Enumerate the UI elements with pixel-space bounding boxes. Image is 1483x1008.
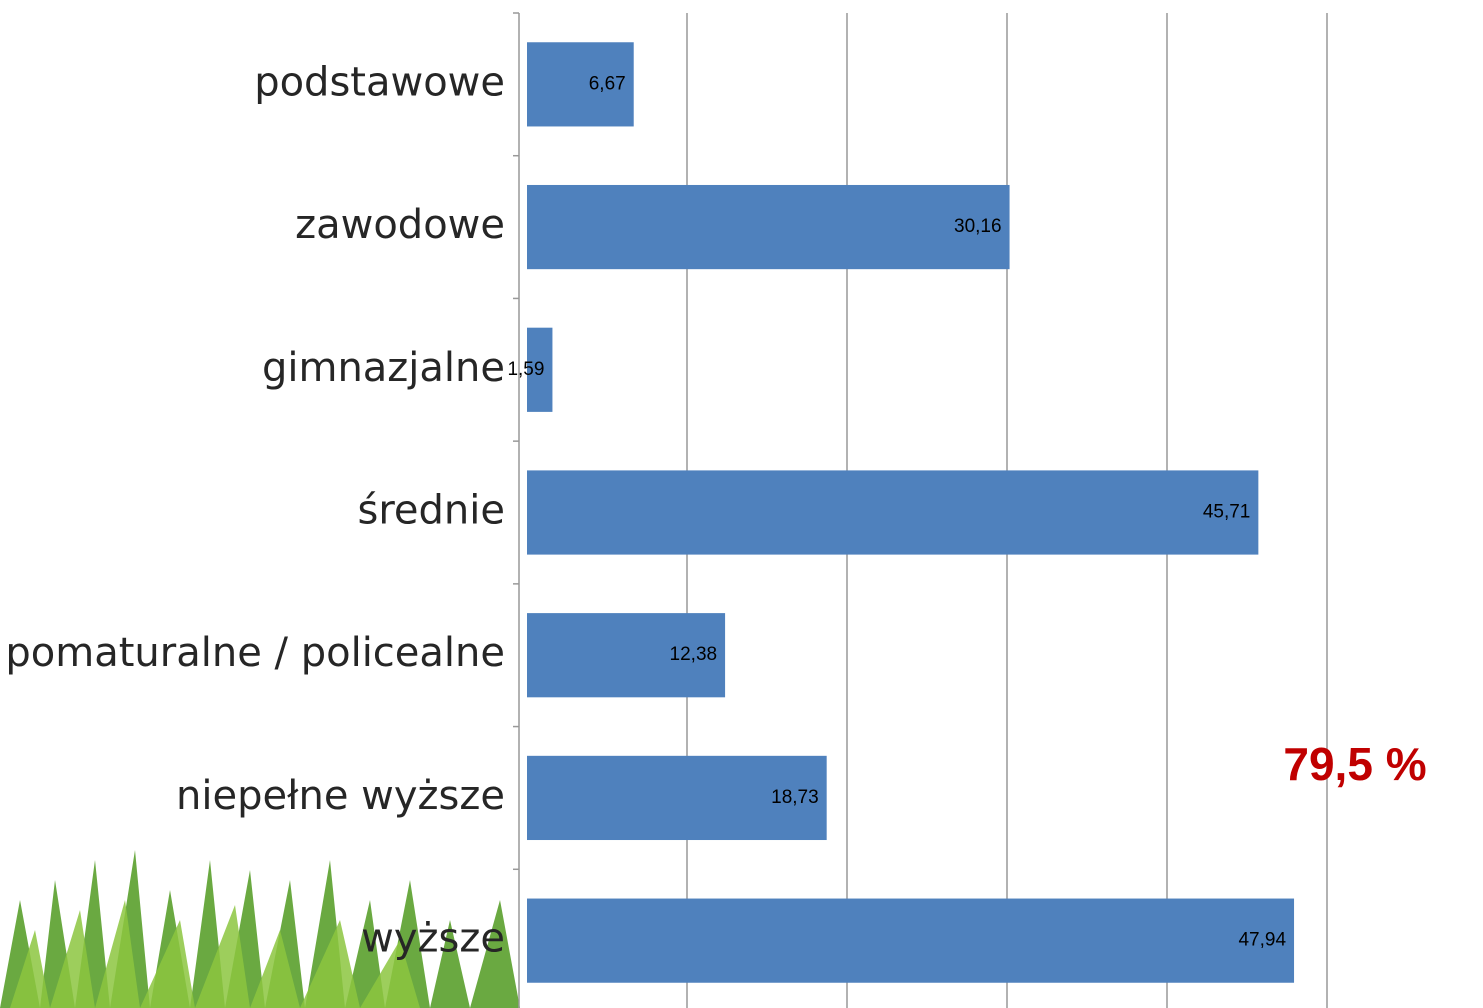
data-label: 1,59 bbox=[507, 359, 544, 380]
y-tick-label: gimnazjalne bbox=[262, 345, 505, 391]
bar bbox=[527, 470, 1259, 555]
bar bbox=[527, 184, 1010, 270]
bar bbox=[527, 327, 553, 412]
y-tick-label: pomaturalne / policealne bbox=[5, 630, 505, 676]
annotation: 79,5 % bbox=[1283, 738, 1426, 790]
data-label: 12,38 bbox=[670, 644, 718, 665]
y-tick-label: niepełne wyższe bbox=[176, 773, 505, 819]
plot: podstawowe 6,67 zawodowe 30,16 gimnazjalne 1,… bbox=[5, 12, 1328, 1008]
data-label: 30,16 bbox=[954, 216, 1002, 237]
bar bbox=[527, 898, 1295, 983]
bar bbox=[527, 613, 726, 698]
y-tick-label: średnie bbox=[358, 488, 505, 534]
grass-decoration bbox=[0, 850, 520, 1008]
data-label: 47,94 bbox=[1238, 930, 1286, 951]
data-label: 6,67 bbox=[589, 73, 626, 94]
data-label: 18,73 bbox=[771, 787, 819, 808]
bar bbox=[527, 755, 827, 841]
bar bbox=[527, 42, 634, 127]
y-tick-label: wyższe bbox=[361, 916, 505, 962]
y-tick-label: zawodowe bbox=[295, 202, 505, 248]
data-label: 45,71 bbox=[1203, 502, 1251, 523]
y-tick-label: podstawowe bbox=[254, 59, 505, 105]
